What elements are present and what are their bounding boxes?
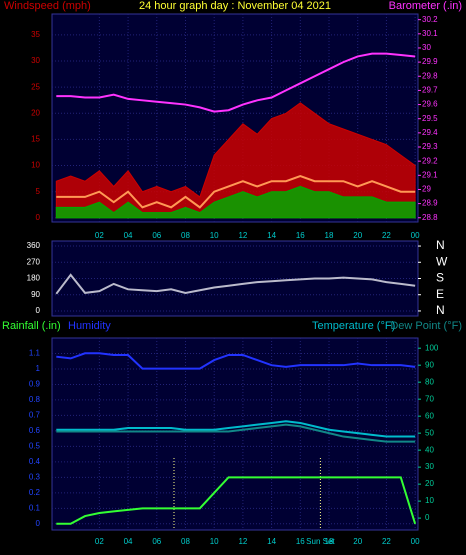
x-tick-label: 22: [382, 537, 391, 546]
y2-tick-label: 29.7: [422, 86, 438, 95]
y-tick-label: 0.1: [29, 503, 41, 512]
y-tick-label: 15: [31, 135, 40, 144]
x-tick-label: 04: [124, 231, 133, 240]
x-tick-label: 04: [124, 537, 133, 546]
x-tick-label: 22: [382, 231, 391, 240]
y2-tick-label: 40: [425, 445, 434, 454]
y2-tick-label: 28.8: [422, 213, 438, 222]
y2-tick-label: 28.9: [422, 199, 438, 208]
x-tick-label: 06: [152, 231, 161, 240]
x-tick-label: 00: [411, 231, 420, 240]
y-tick-label: 1: [36, 364, 41, 373]
annotation: Sun Set: [306, 537, 335, 546]
y2-tick-label: 30: [425, 462, 434, 471]
legend-label: Rainfall (.in): [2, 320, 61, 332]
series-line: [56, 423, 416, 443]
series-line: [56, 476, 417, 525]
x-tick-label: 02: [95, 537, 104, 546]
x-tick-label: 12: [238, 231, 247, 240]
y2-tick-label: 100: [425, 343, 439, 352]
y2-tick-label: 50: [425, 428, 434, 437]
y2-tick-label: 10: [425, 496, 434, 505]
y2-tick-label: 20: [425, 479, 434, 488]
y-tick-label: 0.9: [29, 380, 41, 389]
y-tick-label: 30: [31, 56, 40, 65]
x-tick-label: 00: [411, 537, 420, 546]
y2-tick-label: 29.5: [422, 114, 438, 123]
y2-tick-label: 29: [422, 185, 431, 194]
y-tick-label: 270: [27, 257, 41, 266]
y-tick-label: 1.1: [29, 349, 41, 358]
y-tick-label: 35: [31, 30, 40, 39]
y-tick-label: 0.2: [29, 488, 41, 497]
y-tick-label: 360: [27, 241, 41, 250]
x-tick-label: 10: [210, 231, 219, 240]
x-tick-label: 02: [95, 231, 104, 240]
y-tick-label: 180: [27, 274, 41, 283]
y2-tick-label: 30: [422, 43, 431, 52]
y-tick-label: 5: [36, 187, 41, 196]
y2-tick-label: 70: [425, 394, 434, 403]
y2-tick-label: 0: [425, 513, 430, 522]
x-tick-label: 16: [296, 537, 305, 546]
y2-tick-label: 29.4: [422, 128, 438, 137]
legend-label: Barometer (.in): [389, 0, 462, 12]
y-tick-label: 0: [36, 519, 41, 528]
x-tick-label: 10: [210, 537, 219, 546]
series-line: [56, 52, 416, 113]
y-tick-label: 0: [36, 213, 41, 222]
y2-tick-label: 29.3: [422, 142, 438, 151]
y-tick-label: 90: [31, 290, 40, 299]
y-tick-label: 25: [31, 82, 40, 91]
x-tick-label: 12: [238, 537, 247, 546]
y-tick-label: 0: [36, 306, 41, 315]
y-tick-label: 0.6: [29, 426, 41, 435]
x-tick-label: 06: [152, 537, 161, 546]
series-line: [56, 174, 416, 209]
y-tick-label: 0.3: [29, 472, 41, 481]
y2-tick-label: S: [436, 271, 444, 285]
series-line: [55, 273, 416, 295]
y-tick-label: 0.4: [29, 457, 41, 466]
x-tick-label: 14: [267, 231, 276, 240]
y2-tick-label: 60: [425, 411, 434, 420]
y2-tick-label: 90: [425, 360, 434, 369]
y-tick-label: 0.8: [29, 395, 41, 404]
series-line: [56, 352, 416, 370]
legend-label: Dew Point (°F): [390, 320, 462, 332]
y2-tick-label: 30.2: [422, 15, 438, 24]
legend-label: Humidity: [68, 320, 111, 332]
y2-tick-label: 80: [425, 377, 434, 386]
y2-tick-label: 29.8: [422, 71, 438, 80]
y-tick-label: 10: [31, 161, 40, 170]
y-tick-label: 20: [31, 108, 40, 117]
x-tick-label: 08: [181, 537, 190, 546]
series-line: [56, 420, 416, 438]
y-tick-label: 0.7: [29, 411, 41, 420]
y2-tick-label: 29.2: [422, 156, 438, 165]
y-tick-label: 0.5: [29, 441, 41, 450]
y2-tick-label: 29.9: [422, 57, 438, 66]
y2-tick-label: N: [436, 303, 445, 317]
series-area: [55, 102, 416, 219]
series-area: [55, 185, 416, 219]
legend-label: Windspeed (mph): [4, 0, 91, 12]
x-tick-label: 16: [296, 231, 305, 240]
x-tick-label: 18: [325, 537, 334, 546]
y2-tick-label: E: [436, 287, 444, 301]
x-tick-label: 14: [267, 537, 276, 546]
x-tick-label: 20: [353, 537, 362, 546]
x-tick-label: 08: [181, 231, 190, 240]
y2-tick-label: 29.6: [422, 100, 438, 109]
legend-label: Temperature (°F): [312, 320, 395, 332]
y2-tick-label: N: [436, 238, 445, 252]
chart-title: 24 hour graph day : November 04 2021: [139, 0, 331, 12]
y2-tick-label: W: [436, 254, 448, 268]
x-tick-label: 20: [353, 231, 362, 240]
y2-tick-label: 30.1: [422, 29, 438, 38]
x-tick-label: 18: [325, 231, 334, 240]
y2-tick-label: 29.1: [422, 170, 438, 179]
